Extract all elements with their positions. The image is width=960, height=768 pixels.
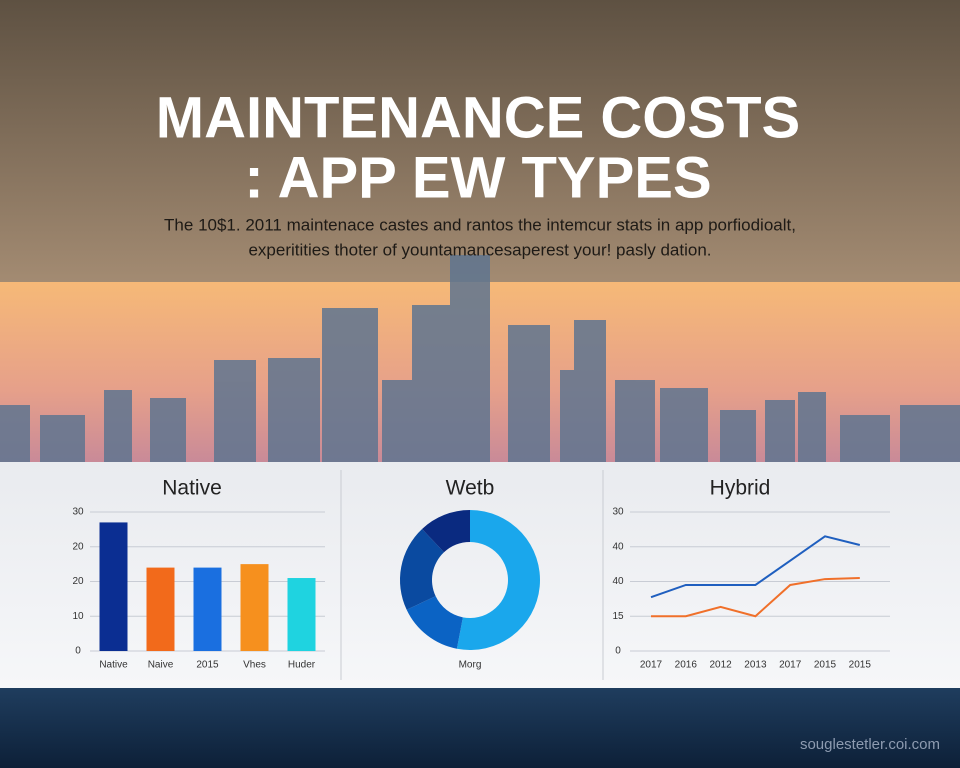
bar [146,567,175,651]
y-tick-label: 20 [72,541,84,552]
chart-title: Wetb [446,477,495,500]
bar [240,564,269,651]
footer-text: souglestetler.coi.com [800,736,940,753]
y-tick-label: 10 [72,611,84,622]
chart-title: Hybrid [710,477,771,500]
x-tick-label: 2016 [675,660,698,671]
x-tick-label: 2012 [709,660,732,671]
line-series [651,577,860,618]
line-series [650,535,861,599]
bar [193,567,222,651]
donut-segment [456,510,540,650]
x-tick-label: Huder [288,660,316,671]
x-tick-label: 2017 [779,660,802,671]
donut-segment [422,510,470,553]
subtitle: The 10$1. 2011 maintenace castes and ran… [164,215,796,234]
y-tick-label: 15 [612,611,624,622]
x-tick-label: Native [99,660,128,671]
header-band [0,0,960,282]
bar [287,578,316,651]
x-tick-label: Vhes [243,660,266,671]
donut-label: Morg [459,660,482,671]
title: : APP EW TYPES [244,145,711,210]
y-tick-label: 40 [612,541,624,552]
skyline [0,255,960,462]
subtitle: experitities thoter of yountamancesapere… [248,240,711,259]
bar [99,522,128,651]
donut-segment [406,596,463,649]
x-tick-label: 2013 [744,660,767,671]
y-tick-label: 30 [72,507,84,518]
x-tick-label: Naive [148,660,174,671]
x-tick-label: 2017 [640,660,663,671]
x-tick-label: 2015 [849,660,872,671]
donut-segment [400,528,444,610]
title: MAINTENANCE COSTS [156,85,800,150]
y-tick-label: 20 [72,576,84,587]
y-tick-label: 30 [612,507,624,518]
y-tick-label: 0 [75,646,81,657]
footer-band [0,688,960,768]
x-tick-label: 2015 [196,660,219,671]
y-tick-label: 40 [612,576,624,587]
x-tick-label: 2015 [814,660,837,671]
y-tick-label: 0 [615,646,621,657]
chart-title: Native [162,477,222,500]
